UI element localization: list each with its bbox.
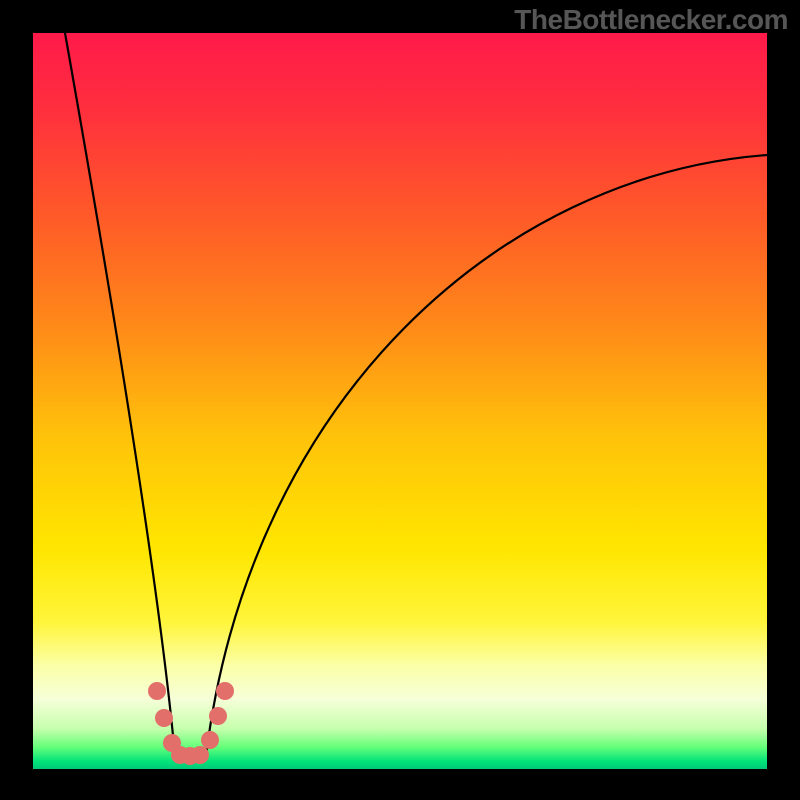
marker-dot xyxy=(209,707,227,725)
curve-left xyxy=(65,33,175,756)
marker-dot xyxy=(148,682,166,700)
marker-dot xyxy=(216,682,234,700)
marker-dot xyxy=(191,746,209,764)
marker-dot xyxy=(155,709,173,727)
curve-right xyxy=(206,155,767,756)
curve-overlay xyxy=(0,0,800,800)
watermark: TheBottlenecker.com xyxy=(514,4,788,36)
marker-dot xyxy=(201,731,219,749)
